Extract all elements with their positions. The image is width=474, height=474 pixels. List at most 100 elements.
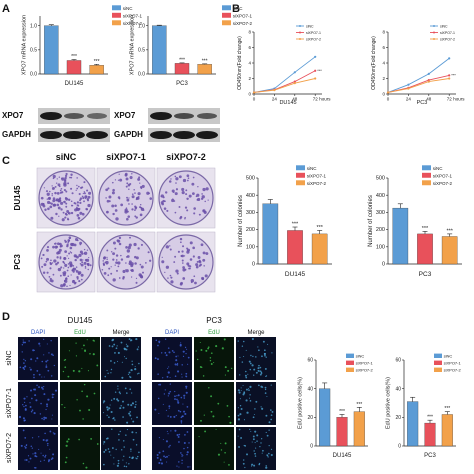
cell-nucleus bbox=[224, 451, 226, 454]
blot-band bbox=[87, 113, 107, 119]
colony bbox=[182, 178, 187, 183]
colony bbox=[126, 182, 129, 185]
cell-nucleus bbox=[23, 405, 25, 408]
y-tick-label: 200 bbox=[376, 227, 385, 233]
cell-nucleus bbox=[64, 461, 67, 464]
colony bbox=[175, 182, 177, 184]
colony bbox=[116, 269, 118, 272]
colony bbox=[77, 185, 80, 188]
y-tick-label: 0 bbox=[252, 262, 255, 268]
colony bbox=[64, 250, 68, 254]
colony bbox=[141, 184, 145, 188]
colony bbox=[47, 200, 51, 205]
cell-nucleus bbox=[169, 377, 171, 379]
colony bbox=[64, 174, 68, 178]
colony bbox=[140, 243, 143, 246]
colony bbox=[56, 261, 60, 264]
colony bbox=[182, 266, 185, 269]
y-tick-label: 8 bbox=[248, 30, 251, 35]
data-point bbox=[427, 72, 430, 75]
cell-nucleus bbox=[215, 345, 218, 348]
colony bbox=[140, 207, 142, 209]
cell-nucleus bbox=[227, 369, 230, 372]
cell-nucleus bbox=[34, 452, 37, 455]
colony bbox=[56, 191, 60, 195]
cell-nucleus bbox=[38, 448, 40, 450]
y-tick-label: 1.0 bbox=[30, 23, 37, 29]
panel-letter-b: B bbox=[232, 3, 240, 15]
colony bbox=[66, 269, 69, 272]
chart-colony-pc3: 0 100 200 300 400 500 Number of colonies PC3 ***… bbox=[368, 165, 462, 278]
cell-nucleus bbox=[245, 349, 247, 351]
cell-nucleus bbox=[254, 430, 257, 433]
cell-nucleus bbox=[134, 368, 137, 371]
cell-nucleus bbox=[255, 447, 257, 449]
colony bbox=[131, 193, 134, 196]
series-line bbox=[253, 56, 316, 93]
colony bbox=[60, 266, 63, 269]
cell-nucleus bbox=[116, 360, 119, 362]
colony bbox=[181, 259, 184, 262]
cell-nucleus bbox=[186, 348, 188, 350]
x-axis-label: DU145 bbox=[333, 453, 352, 459]
colony bbox=[63, 183, 65, 185]
cell-nucleus bbox=[158, 412, 160, 414]
cell-nucleus bbox=[209, 359, 212, 362]
colony bbox=[83, 181, 86, 184]
significance-label: *** bbox=[444, 406, 450, 412]
colony bbox=[111, 191, 115, 195]
cell-nucleus bbox=[111, 428, 113, 431]
cell-nucleus bbox=[167, 415, 169, 417]
data-point bbox=[293, 82, 296, 85]
colony bbox=[178, 175, 182, 179]
colony bbox=[188, 267, 190, 270]
y-tick-label: 500 bbox=[246, 176, 255, 182]
cell-nucleus bbox=[245, 370, 247, 373]
cell-nucleus bbox=[174, 375, 177, 378]
colony bbox=[115, 254, 119, 257]
cell-nucleus bbox=[111, 345, 114, 348]
colony bbox=[106, 258, 108, 261]
cell-nucleus bbox=[39, 413, 42, 415]
colony bbox=[50, 216, 54, 220]
cell-nucleus bbox=[52, 453, 55, 456]
colony bbox=[189, 258, 193, 261]
colony bbox=[117, 261, 121, 265]
cell-nucleus bbox=[50, 353, 53, 356]
cell-nucleus bbox=[30, 445, 33, 447]
colony bbox=[110, 251, 113, 253]
cell-nucleus bbox=[138, 372, 140, 375]
cell-nucleus bbox=[266, 454, 268, 456]
cell-nucleus bbox=[167, 347, 170, 349]
cell-nucleus bbox=[116, 464, 119, 467]
cell-nucleus bbox=[81, 348, 83, 350]
cell-nucleus bbox=[185, 387, 187, 389]
cell-nucleus bbox=[238, 446, 240, 448]
cell-nucleus bbox=[161, 377, 164, 379]
y-tick-label: 0.5 bbox=[30, 47, 37, 53]
colony bbox=[112, 212, 115, 216]
colony bbox=[63, 188, 66, 192]
cell-nucleus bbox=[22, 429, 25, 432]
colony bbox=[46, 246, 50, 249]
cell-nucleus bbox=[81, 367, 83, 369]
colony bbox=[87, 264, 90, 267]
colony bbox=[200, 243, 204, 247]
bar bbox=[174, 63, 190, 75]
cell-nucleus bbox=[249, 400, 252, 402]
colony bbox=[197, 186, 199, 188]
colony bbox=[64, 197, 68, 200]
cell-nucleus bbox=[67, 438, 70, 441]
cell-nucleus bbox=[134, 406, 137, 409]
colony bbox=[76, 206, 78, 209]
cell-nucleus bbox=[41, 360, 44, 363]
cell-nucleus bbox=[117, 351, 120, 355]
colony bbox=[52, 203, 56, 207]
colony bbox=[198, 259, 201, 263]
cell-nucleus bbox=[245, 388, 248, 391]
data-point bbox=[448, 77, 451, 80]
cell-nucleus bbox=[237, 414, 240, 417]
y-tick-label: 1.0 bbox=[138, 23, 145, 29]
cell-nucleus bbox=[177, 401, 180, 404]
colony bbox=[53, 187, 55, 189]
